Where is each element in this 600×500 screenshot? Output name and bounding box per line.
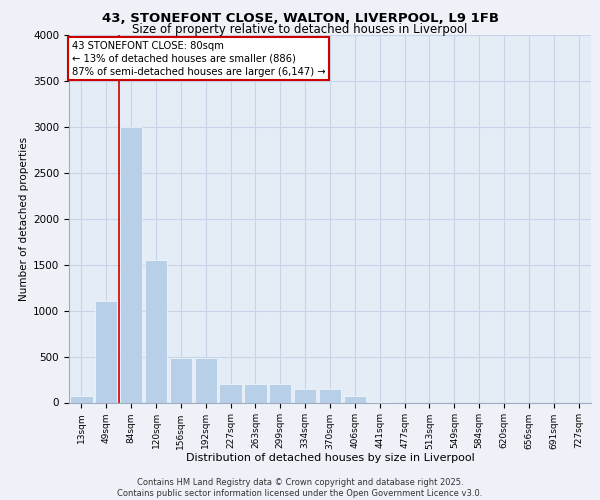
Text: Size of property relative to detached houses in Liverpool: Size of property relative to detached ho… — [133, 22, 467, 36]
Bar — [220, 384, 242, 402]
Bar — [120, 127, 142, 402]
X-axis label: Distribution of detached houses by size in Liverpool: Distribution of detached houses by size … — [185, 453, 475, 463]
Bar — [70, 396, 92, 402]
Bar — [244, 384, 266, 402]
Bar — [269, 384, 292, 402]
Text: Contains HM Land Registry data © Crown copyright and database right 2025.
Contai: Contains HM Land Registry data © Crown c… — [118, 478, 482, 498]
Bar — [294, 388, 316, 402]
Text: 43, STONEFONT CLOSE, WALTON, LIVERPOOL, L9 1FB: 43, STONEFONT CLOSE, WALTON, LIVERPOOL, … — [101, 12, 499, 26]
Bar — [170, 358, 192, 403]
Y-axis label: Number of detached properties: Number of detached properties — [19, 136, 29, 301]
Bar — [95, 302, 118, 402]
Bar — [344, 396, 366, 402]
Bar — [194, 358, 217, 403]
Bar — [145, 260, 167, 402]
Text: 43 STONEFONT CLOSE: 80sqm
← 13% of detached houses are smaller (886)
87% of semi: 43 STONEFONT CLOSE: 80sqm ← 13% of detac… — [71, 40, 325, 77]
Bar — [319, 388, 341, 402]
